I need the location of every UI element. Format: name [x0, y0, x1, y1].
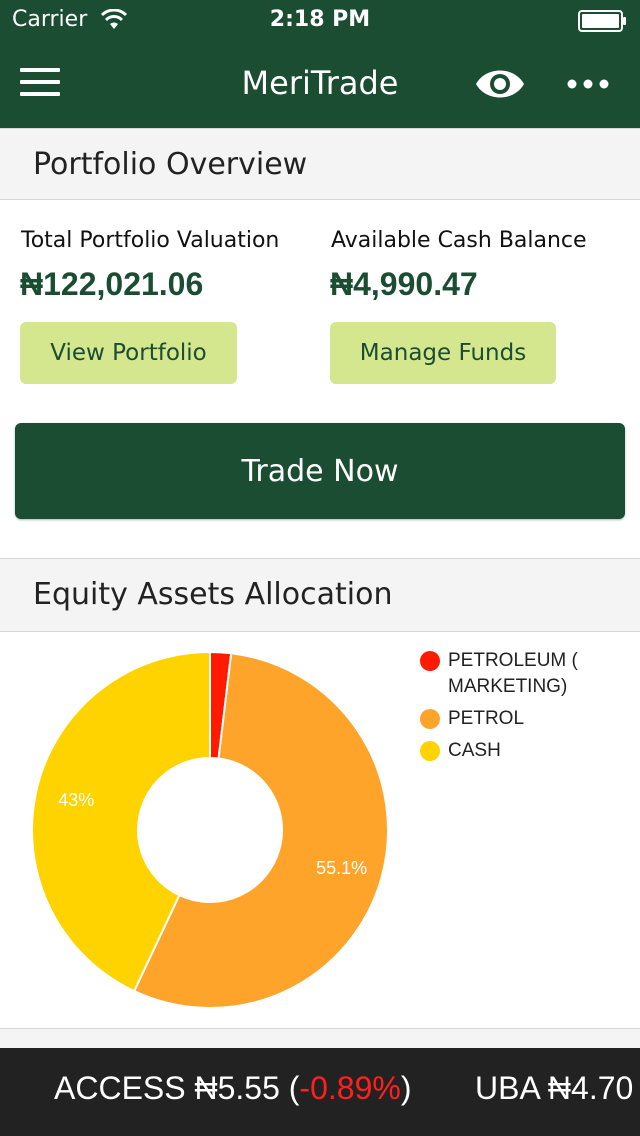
total-valuation-value: ₦122,021.06 — [20, 266, 204, 302]
wifi-icon — [100, 9, 128, 29]
legend-label: CASH — [448, 740, 501, 761]
legend-swatch — [420, 651, 440, 671]
ticker-change: -0.89% — [299, 1070, 401, 1106]
total-valuation-label: Total Portfolio Valuation — [21, 228, 280, 253]
ticker-open-paren: ( — [288, 1070, 300, 1106]
ticker-price: ₦4.70 — [547, 1070, 634, 1106]
more-dots-icon[interactable] — [564, 74, 612, 94]
ticker-symbol: ACCESS — [54, 1070, 186, 1106]
allocation-header: Equity Assets Allocation — [0, 558, 640, 632]
legend-label: PETROL — [448, 708, 525, 729]
legend-swatch — [420, 709, 440, 729]
data-label: 43% — [58, 790, 94, 810]
cash-balance-label: Available Cash Balance — [331, 228, 587, 253]
legend-label: PETROLEUM ( — [448, 650, 578, 671]
battery-icon — [578, 10, 626, 32]
cash-balance-value: ₦4,990.47 — [330, 266, 478, 302]
pie-slice-petrol[interactable] — [132, 652, 389, 1009]
carrier-label: Carrier — [12, 7, 88, 32]
manage-funds-button[interactable]: Manage Funds — [330, 322, 556, 384]
legend-item[interactable]: PETROLEUM ( MARKETING) — [418, 648, 628, 700]
section-title: Equity Assets Allocation — [33, 577, 393, 612]
eye-icon[interactable] — [474, 64, 526, 104]
allocation-donut-chart: 55.1% 43% — [31, 650, 389, 1009]
section-divider — [0, 1028, 640, 1048]
app-title: MeriTrade — [241, 64, 399, 102]
data-label: 55.1% — [316, 858, 367, 878]
ticker-price: ₦5.55 — [194, 1070, 280, 1106]
view-portfolio-button[interactable]: View Portfolio — [20, 322, 237, 384]
stock-ticker: ACCESS ₦5.55 (-0.89%) UBA ₦4.70 — [0, 1048, 640, 1136]
ticker-item[interactable]: ACCESS ₦5.55 (-0.89%) — [54, 1070, 411, 1107]
section-title: Portfolio Overview — [33, 147, 308, 182]
legend-label: MARKETING) — [448, 676, 568, 697]
legend-swatch — [420, 741, 440, 761]
app-header: MeriTrade — [0, 40, 640, 128]
legend-item[interactable]: CASH — [418, 738, 628, 764]
portfolio-overview-header: Portfolio Overview — [0, 128, 640, 200]
trade-now-button[interactable]: Trade Now — [15, 423, 625, 519]
hamburger-icon[interactable] — [20, 68, 60, 100]
ticker-item[interactable]: UBA ₦4.70 — [475, 1070, 633, 1107]
status-bar: Carrier 2:18 PM — [0, 0, 640, 40]
chart-legend: PETROLEUM ( MARKETING) PETROL CASH — [418, 648, 628, 770]
ticker-close-paren: ) — [400, 1070, 412, 1106]
legend-item[interactable]: PETROL — [418, 706, 628, 732]
pie-slice-cash[interactable] — [31, 650, 211, 993]
status-time: 2:18 PM — [269, 7, 371, 32]
ticker-symbol: UBA — [475, 1070, 540, 1106]
